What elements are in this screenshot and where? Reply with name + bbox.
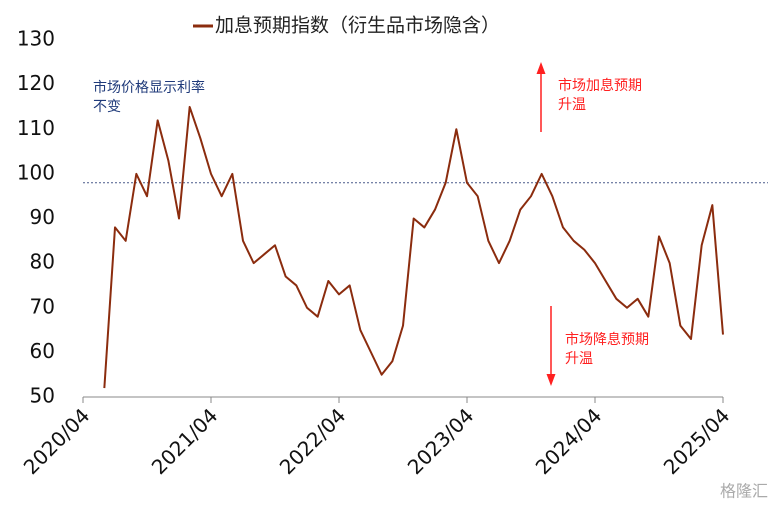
x-tick-label: 2023/04	[403, 403, 479, 479]
annotation: 升温	[565, 351, 593, 367]
annotation: 市场价格显示利率	[93, 79, 205, 96]
annotation: 市场加息预期	[558, 77, 642, 94]
annotation: 升温	[558, 97, 586, 113]
annotation: 市场降息预期	[565, 331, 649, 348]
x-tick-label: 2021/04	[147, 403, 223, 479]
y-tick-label: 50	[30, 384, 55, 408]
x-tick-label: 2022/04	[275, 403, 351, 479]
y-tick-label: 70	[30, 294, 55, 318]
y-tick-label: 60	[30, 339, 55, 363]
y-tick-label: 90	[30, 205, 55, 229]
x-tick-label: 2025/04	[659, 403, 735, 479]
y-tick-label: 100	[17, 160, 55, 184]
x-tick-label: 2024/04	[531, 403, 607, 479]
y-tick-label: 110	[17, 116, 55, 140]
watermark: 格隆汇	[720, 482, 768, 501]
x-tick-label: 2020/04	[19, 403, 95, 479]
series-line	[103, 105, 724, 389]
legend-label: 加息预期指数（衍生品市场隐含）	[215, 15, 500, 37]
annotation: 不变	[93, 99, 121, 115]
y-tick-label: 130	[17, 27, 55, 51]
y-tick-label: 120	[17, 71, 55, 95]
y-tick-label: 80	[30, 250, 55, 274]
